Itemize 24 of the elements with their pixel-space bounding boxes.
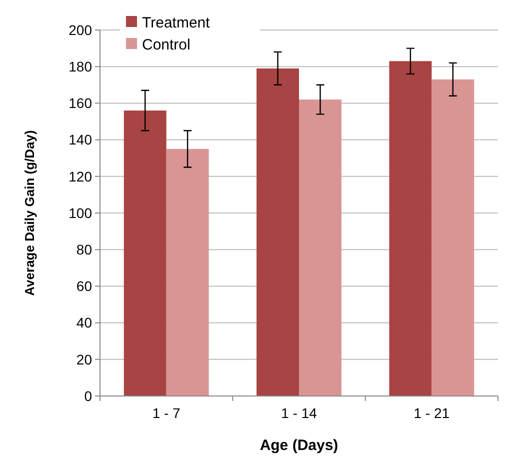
x-axis-title: Age (Days): [260, 437, 338, 454]
bar: [389, 61, 432, 396]
y-tick-label: 80: [76, 242, 92, 258]
x-tick-label: 1 - 7: [152, 405, 181, 421]
legend-label: Treatment: [142, 14, 211, 32]
y-tick-label: 40: [76, 314, 92, 331]
x-tick-label: 1 - 21: [414, 405, 450, 421]
x-tick-label: 1 - 14: [281, 405, 318, 421]
y-tick-label: 140: [68, 132, 92, 148]
y-tick-label: 0: [84, 388, 92, 404]
legend-label: Control: [142, 36, 190, 54]
y-tick-label: 120: [68, 168, 92, 184]
y-tick-label: 160: [68, 95, 92, 112]
y-tick-label: 200: [68, 22, 92, 38]
bar: [299, 100, 342, 396]
y-tick-label: 100: [68, 204, 92, 221]
y-axis-title: Average Daily Gain (g/Day): [22, 130, 37, 296]
bar: [432, 79, 474, 396]
bar: [166, 148, 209, 396]
bar: [124, 110, 166, 396]
y-tick-label: 20: [76, 351, 92, 368]
bar: [256, 68, 299, 396]
y-tick-label: 60: [76, 278, 92, 294]
y-tick-label: 180: [68, 58, 92, 74]
